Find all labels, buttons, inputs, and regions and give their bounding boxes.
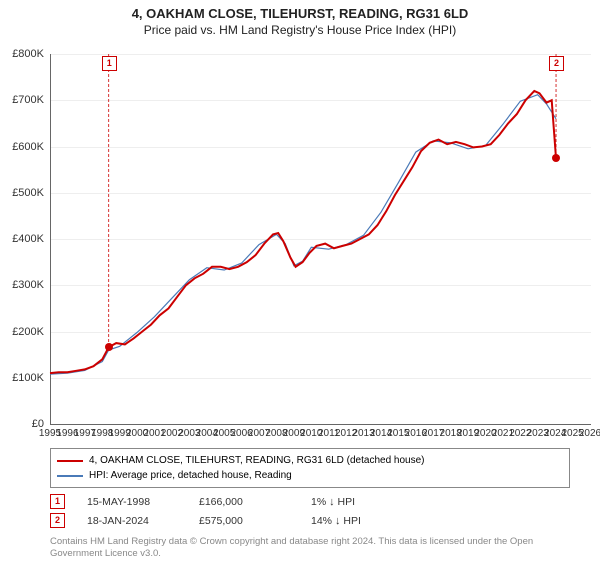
- transaction-price: £166,000: [199, 496, 289, 508]
- legend-item: 4, OAKHAM CLOSE, TILEHURST, READING, RG3…: [57, 453, 563, 468]
- transaction-dot: [552, 154, 560, 162]
- chart-title: 4, OAKHAM CLOSE, TILEHURST, READING, RG3…: [0, 6, 600, 21]
- legend-swatch: [57, 475, 83, 477]
- marker-box: 2: [549, 56, 564, 71]
- y-axis-label: £500K: [0, 187, 44, 199]
- transaction-price: £575,000: [199, 515, 289, 527]
- chart-subtitle: Price paid vs. HM Land Registry's House …: [0, 23, 600, 37]
- legend-item: HPI: Average price, detached house, Read…: [57, 468, 563, 483]
- y-axis-label: £600K: [0, 141, 44, 153]
- legend-label: HPI: Average price, detached house, Read…: [89, 468, 292, 483]
- transactions-table: 1 15-MAY-1998 £166,000 1% ↓ HPI 2 18-JAN-2024…: [50, 490, 570, 528]
- y-axis-label: £700K: [0, 94, 44, 106]
- transaction-date: 15-MAY-1998: [87, 496, 177, 508]
- transaction-date: 18-JAN-2024: [87, 515, 177, 527]
- marker-box: 1: [102, 56, 117, 71]
- chart-lines: [50, 54, 590, 424]
- chart-area: £0£100K£200K£300K£400K£500K£600K£700K£80…: [50, 54, 590, 424]
- transaction-marker: 2: [50, 513, 65, 528]
- series-hpi: [50, 95, 556, 374]
- y-axis-label: £0: [0, 418, 44, 430]
- series-price_paid: [50, 91, 556, 373]
- transaction-row: 1 15-MAY-1998 £166,000 1% ↓ HPI: [50, 494, 570, 509]
- transaction-marker: 1: [50, 494, 65, 509]
- copyright-notice: Contains HM Land Registry data © Crown c…: [50, 536, 570, 561]
- x-axis-label: 2026: [579, 428, 600, 439]
- transaction-dot: [105, 343, 113, 351]
- legend: 4, OAKHAM CLOSE, TILEHURST, READING, RG3…: [50, 448, 570, 488]
- y-axis-label: £200K: [0, 326, 44, 338]
- y-axis-label: £400K: [0, 233, 44, 245]
- legend-label: 4, OAKHAM CLOSE, TILEHURST, READING, RG3…: [89, 453, 425, 468]
- y-axis-label: £100K: [0, 372, 44, 384]
- y-axis-label: £800K: [0, 48, 44, 60]
- y-axis-label: £300K: [0, 279, 44, 291]
- legend-swatch: [57, 460, 83, 462]
- transaction-delta: 1% ↓ HPI: [311, 496, 401, 508]
- transaction-row: 2 18-JAN-2024 £575,000 14% ↓ HPI: [50, 513, 570, 528]
- transaction-delta: 14% ↓ HPI: [311, 515, 401, 527]
